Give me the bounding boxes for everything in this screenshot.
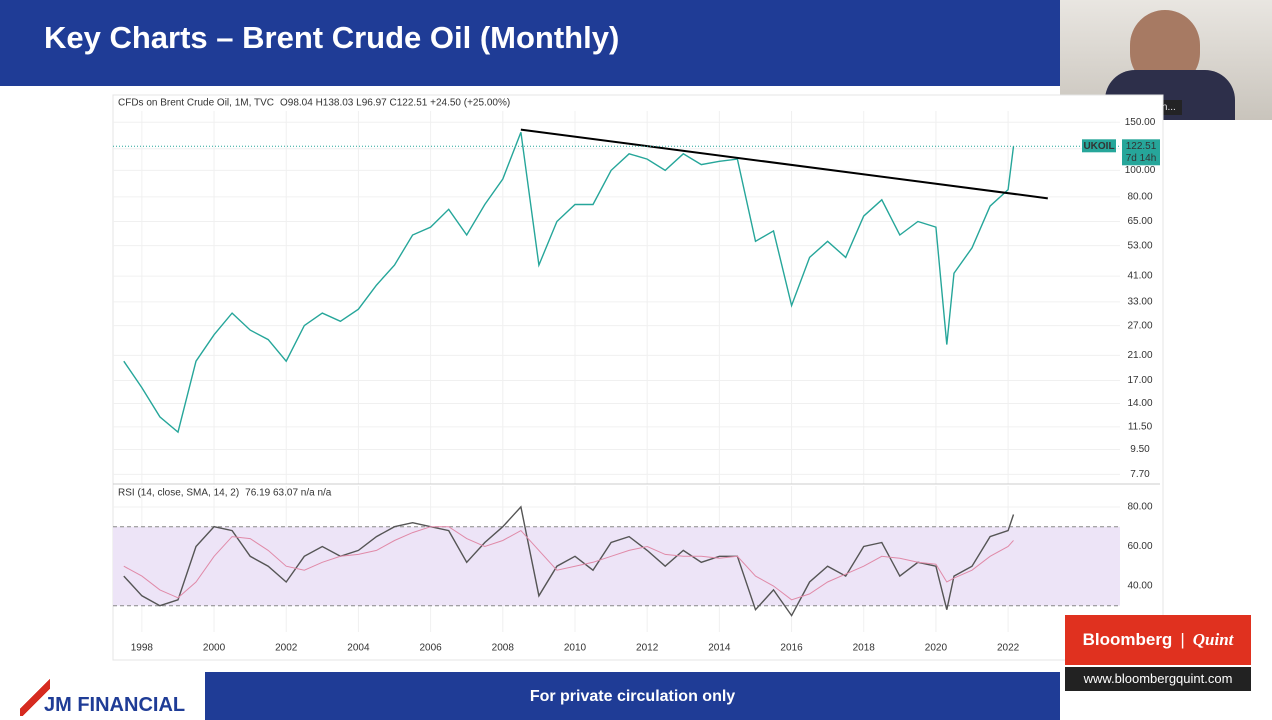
- x-tick-label: 2010: [564, 643, 587, 654]
- x-tick-label: 2020: [925, 643, 948, 654]
- x-tick-label: 2000: [203, 643, 226, 654]
- pane-title: CFDs on Brent Crude Oil, 1M, TVC: [118, 98, 274, 109]
- footer-bar: For private circulation only: [205, 672, 1060, 720]
- x-tick-label: 2012: [636, 643, 659, 654]
- countdown: 7d 14h: [1126, 153, 1157, 164]
- pane-subtitle: O98.04 H138.03 L96.97 C122.51 +24.50 (+2…: [280, 98, 510, 109]
- pane-subtitle: 76.19 63.07 n/a n/a: [245, 488, 332, 499]
- y-tick-label: 53.00: [1127, 240, 1152, 251]
- pane-title: RSI (14, close, SMA, 14, 2): [118, 488, 239, 499]
- y-tick-label: 7.70: [1130, 469, 1150, 480]
- brand-box: Bloomberg | Quint: [1065, 615, 1251, 665]
- footer-text: For private circulation only: [529, 688, 736, 705]
- y-tick-label: 17.00: [1127, 375, 1152, 386]
- y-tick-label: 21.00: [1127, 350, 1152, 361]
- y-tick-label: 33.00: [1127, 296, 1152, 307]
- series-line: [123, 526, 1014, 601]
- x-tick-label: 1998: [131, 643, 154, 654]
- symbol-tag: UKOIL: [1083, 141, 1114, 152]
- logo-text: JM FINANCIAL: [44, 694, 186, 716]
- header-bar: Key Charts – Brent Crude Oil (Monthly): [0, 0, 1060, 86]
- y-tick-label: 41.00: [1127, 271, 1152, 282]
- y-tick-label: 27.00: [1127, 320, 1152, 331]
- brand-left: Bloomberg: [1082, 630, 1173, 649]
- y-tick-label: 11.50: [1128, 421, 1153, 432]
- y-tick-label: 80.00: [1127, 502, 1152, 513]
- y-tick-label: 80.00: [1127, 191, 1152, 202]
- series-line: [123, 505, 1015, 617]
- series-line: [123, 131, 1015, 434]
- slide-title: Key Charts – Brent Crude Oil (Monthly): [44, 20, 620, 55]
- x-tick-label: 2016: [780, 643, 803, 654]
- y-tick-label: 150.00: [1125, 117, 1156, 128]
- x-tick-label: 2018: [853, 643, 876, 654]
- y-tick-label: 60.00: [1127, 541, 1152, 552]
- brand-right: Quint: [1192, 630, 1234, 649]
- price-tag: 122.51: [1126, 141, 1157, 152]
- x-tick-label: 2022: [997, 643, 1020, 654]
- y-tick-label: 65.00: [1127, 216, 1152, 227]
- brand-url: www.bloombergquint.com: [1065, 667, 1251, 691]
- x-tick-label: 2002: [275, 643, 298, 654]
- x-tick-label: 2006: [419, 643, 442, 654]
- trendline: [520, 128, 1048, 200]
- y-tick-label: 9.50: [1130, 444, 1150, 455]
- rsi-band: [113, 526, 1120, 606]
- x-tick-label: 2008: [492, 643, 515, 654]
- symbol-tag-bg: [1082, 139, 1116, 153]
- y-tick-label: 100.00: [1125, 165, 1156, 176]
- y-tick-label: 14.00: [1127, 398, 1152, 409]
- y-tick-label: 40.00: [1127, 581, 1152, 592]
- logo-icon: [20, 678, 50, 716]
- x-tick-label: 2004: [347, 643, 370, 654]
- price-tag-bg: [1122, 139, 1160, 166]
- x-tick-label: 2014: [708, 643, 731, 654]
